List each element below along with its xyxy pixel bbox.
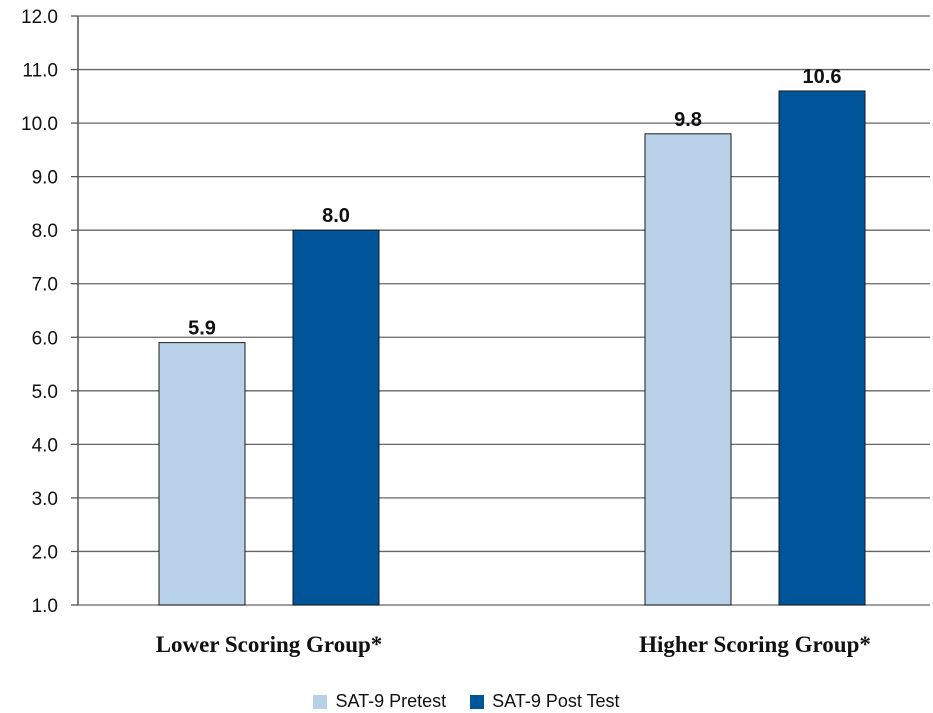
- y-tick-label: 7.0: [32, 275, 58, 296]
- legend: SAT-9 Pretest SAT-9 Post Test: [0, 690, 933, 713]
- y-tick-label: 5.0: [32, 382, 58, 403]
- legend-item-pretest: SAT-9 Pretest: [313, 691, 446, 712]
- y-tick-label: 3.0: [32, 489, 58, 510]
- y-tick-label: 4.0: [32, 435, 58, 456]
- bars: [158, 90, 866, 606]
- y-tick-label: 1.0: [32, 596, 58, 617]
- data-label: 10.6: [803, 66, 842, 88]
- data-label: 5.9: [188, 318, 216, 340]
- y-tick-label: 8.0: [32, 221, 58, 242]
- x-category-label: Lower Scoring Group*: [156, 632, 383, 657]
- bar-posttest-0: [292, 229, 380, 606]
- legend-label-posttest: SAT-9 Post Test: [492, 691, 620, 711]
- bar-chart: 1.02.03.04.05.06.07.08.09.010.011.012.0 …: [21, 7, 930, 657]
- category-labels: Lower Scoring Group* Higher Scoring Group…: [156, 632, 871, 657]
- y-tick-label: 10.0: [21, 114, 58, 135]
- data-label: 9.8: [674, 109, 702, 131]
- x-category-label: Higher Scoring Group*: [639, 632, 871, 657]
- legend-label-pretest: SAT-9 Pretest: [335, 691, 447, 711]
- y-tick-label: 9.0: [32, 168, 58, 189]
- legend-item-posttest: SAT-9 Post Test: [470, 691, 620, 712]
- legend-swatch-pretest: [313, 694, 328, 709]
- data-label: 8.0: [322, 205, 350, 227]
- y-tick-label: 6.0: [32, 328, 58, 349]
- y-axis-ticks: 1.0 2.0 3.0 4.0 5.0 6.0 7.0 8.0 9.0 10.0 11.0 12.0: [21, 7, 78, 617]
- bar-pretest-0: [158, 342, 246, 606]
- y-tick-label: 2.0: [32, 542, 58, 563]
- legend-swatch-posttest: [470, 694, 485, 709]
- data-labels: 5.9 9.8 8.0 10.6: [188, 66, 841, 340]
- y-tick-label: 11.0: [22, 61, 58, 82]
- y-tick-label: 12.0: [21, 7, 58, 28]
- bar-posttest-1: [778, 90, 866, 606]
- bar-pretest-1: [644, 133, 732, 606]
